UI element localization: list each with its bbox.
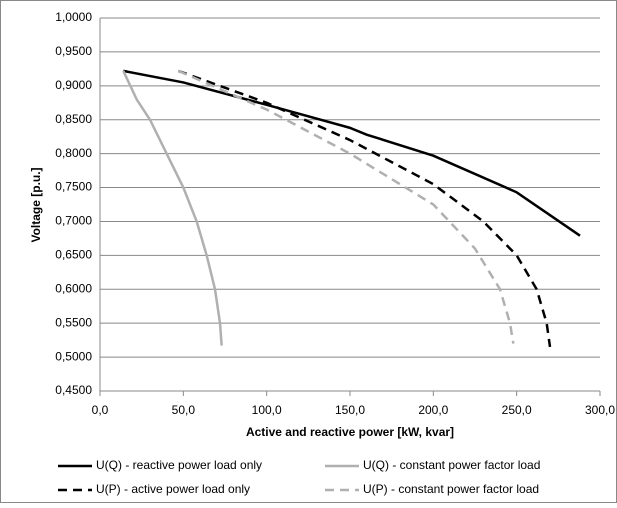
y-tick-label: 0,7500 — [55, 180, 92, 194]
y-tick-label: 0,6500 — [55, 248, 92, 262]
y-tick-label: 0,9000 — [55, 78, 92, 92]
x-tick-label: 0,0 — [92, 403, 109, 417]
x-tick-label: 50,0 — [172, 403, 196, 417]
x-tick-label: 150,0 — [335, 403, 365, 417]
series-line — [177, 69, 552, 348]
y-tick-label: 0,8500 — [55, 112, 92, 126]
series-line — [123, 69, 581, 237]
y-tick-label: 0,7000 — [55, 214, 92, 228]
y-tick-label: 0,9500 — [55, 44, 92, 58]
series-line — [122, 70, 223, 346]
y-tick-label: 0,5000 — [55, 349, 92, 363]
legend-label: U(Q) - constant power factor load — [363, 458, 540, 472]
x-tick-label: 300,0 — [585, 403, 615, 417]
series-line — [177, 69, 515, 344]
x-tick-label: 200,0 — [418, 403, 448, 417]
x-axis-title: Active and reactive power [kW, kvar] — [246, 425, 454, 439]
x-tick-label: 100,0 — [252, 403, 282, 417]
x-tick-label: 250,0 — [502, 403, 532, 417]
y-tick-label: 1,0000 — [55, 10, 92, 24]
y-tick-label: 0,6000 — [55, 281, 92, 295]
y-tick-label: 0,5500 — [55, 315, 92, 329]
y-axis-title: Voltage [p.u.] — [29, 167, 43, 242]
legend-label: U(Q) - reactive power load only — [96, 458, 262, 472]
y-tick-label: 0,8000 — [55, 146, 92, 160]
y-tick-label: 0,4500 — [55, 383, 92, 397]
legend-label: U(P) - active power load only — [96, 482, 250, 496]
legend-label: U(P) - constant power factor load — [363, 482, 539, 496]
